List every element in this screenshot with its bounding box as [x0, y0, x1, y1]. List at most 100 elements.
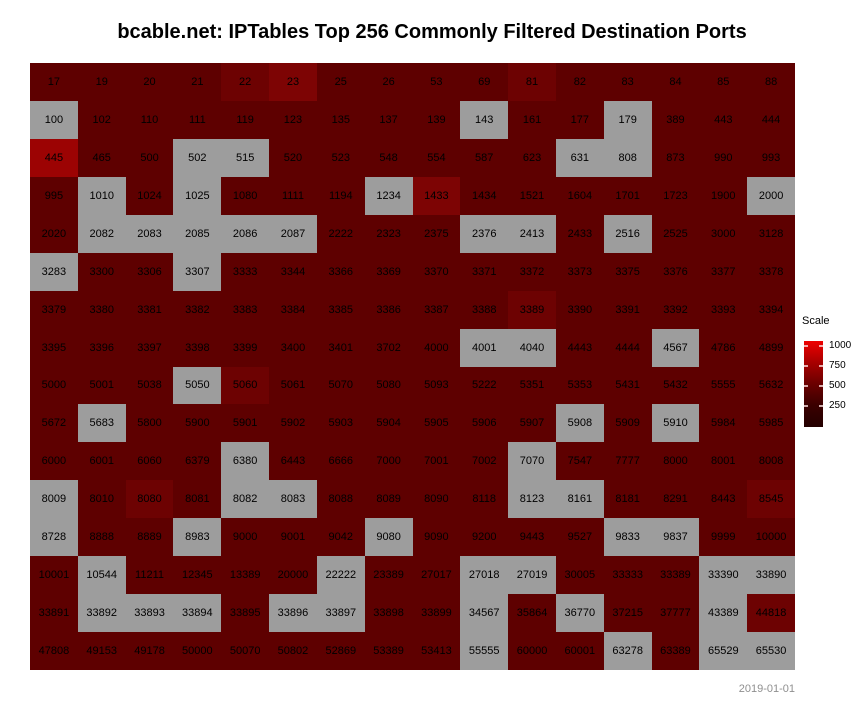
- port-cell: 50000: [173, 632, 222, 670]
- port-cell: 8888: [77, 518, 126, 557]
- port-cell: 3392: [651, 290, 700, 329]
- port-cell: 5683: [77, 404, 126, 443]
- port-cell: 7000: [364, 442, 413, 481]
- port-cell: 443: [699, 100, 748, 139]
- port-cell: 873: [651, 138, 700, 177]
- port-cell: 9090: [412, 518, 461, 557]
- port-cell: 3377: [699, 252, 748, 291]
- port-cell: 1111: [269, 176, 317, 215]
- port-cell: 12345: [173, 556, 222, 595]
- port-cell: 69: [460, 63, 509, 101]
- port-cell: 135: [316, 100, 365, 139]
- port-cell: 3378: [747, 252, 795, 291]
- date-label: 2019-01-01: [738, 683, 795, 695]
- port-cell: 9200: [460, 518, 509, 557]
- chart-title: bcable.net: IPTables Top 256 Commonly Fi…: [117, 21, 747, 43]
- port-cell: 63278: [603, 632, 652, 670]
- port-cell: 8545: [747, 480, 795, 519]
- port-cell: 8983: [173, 518, 222, 557]
- port-cell: 1194: [316, 176, 365, 215]
- port-cell: 33893: [125, 594, 174, 633]
- port-cell: 3385: [316, 290, 365, 329]
- port-cell: 3395: [30, 328, 78, 367]
- port-cell: 3384: [269, 290, 317, 329]
- legend-tick-mark: [819, 405, 823, 407]
- port-cell: 9837: [651, 518, 700, 557]
- port-cell: 3388: [460, 290, 509, 329]
- port-cell: 5904: [364, 404, 413, 443]
- port-cell: 83: [603, 63, 652, 101]
- port-cell: 33333: [603, 556, 652, 595]
- port-cell: 5800: [125, 404, 174, 443]
- port-cell: 444: [747, 100, 795, 139]
- port-cell: 3128: [747, 214, 795, 253]
- port-cell: 3333: [221, 252, 270, 291]
- port-cell: 7070: [508, 442, 556, 481]
- port-cell: 2376: [460, 214, 509, 253]
- port-cell: 111: [173, 100, 222, 139]
- port-cell: 3380: [77, 290, 126, 329]
- port-cell: 10001: [30, 556, 78, 595]
- port-cell: 35864: [508, 594, 556, 633]
- port-cell: 6001: [77, 442, 126, 481]
- port-cell: 139: [412, 100, 461, 139]
- port-cell: 177: [555, 100, 604, 139]
- port-cell: 9042: [316, 518, 365, 557]
- port-cell: 6666: [316, 442, 365, 481]
- legend-tick-label: 1000: [829, 340, 852, 351]
- port-cell: 8089: [364, 480, 413, 519]
- port-cell: 5353: [555, 366, 604, 405]
- port-cell: 47808: [30, 632, 78, 670]
- port-cell: 1434: [460, 176, 509, 215]
- port-cell: 5906: [460, 404, 509, 443]
- port-cell: 9527: [555, 518, 604, 557]
- port-cell: 53413: [412, 632, 461, 670]
- port-cell: 7547: [555, 442, 604, 481]
- port-cell: 3401: [316, 328, 365, 367]
- port-cell: 8081: [173, 480, 222, 519]
- port-cell: 5903: [316, 404, 365, 443]
- port-cell: 8088: [316, 480, 365, 519]
- port-cell: 1604: [555, 176, 604, 215]
- port-cell: 3382: [173, 290, 222, 329]
- port-cell: 1433: [412, 176, 461, 215]
- port-cell: 26: [364, 63, 413, 101]
- port-cell: 34567: [460, 594, 509, 633]
- port-cell: 22222: [316, 556, 365, 595]
- port-cell: 3386: [364, 290, 413, 329]
- port-cell: 808: [603, 138, 652, 177]
- port-cell: 7001: [412, 442, 461, 481]
- port-cell: 65529: [699, 632, 748, 670]
- port-cell: 3399: [221, 328, 270, 367]
- port-cell: 21: [173, 63, 222, 101]
- port-cell: 554: [412, 138, 461, 177]
- port-cell: 3344: [269, 252, 317, 291]
- port-cell: 623: [508, 138, 556, 177]
- port-cell: 8083: [269, 480, 317, 519]
- port-cell: 5432: [651, 366, 700, 405]
- port-cell: 3393: [699, 290, 748, 329]
- port-cell: 3369: [364, 252, 413, 291]
- port-cell: 631: [555, 138, 604, 177]
- port-cell: 50802: [269, 632, 317, 670]
- port-cell: 88: [747, 63, 795, 101]
- port-cell: 3300: [77, 252, 126, 291]
- port-cell: 990: [699, 138, 748, 177]
- port-cell: 7777: [603, 442, 652, 481]
- port-cell: 3375: [603, 252, 652, 291]
- port-cell: 3398: [173, 328, 222, 367]
- port-cell: 179: [603, 100, 652, 139]
- port-cell: 37215: [603, 594, 652, 633]
- port-cell: 119: [221, 100, 270, 139]
- port-cell: 8090: [412, 480, 461, 519]
- port-cell: 500: [125, 138, 174, 177]
- port-cell: 6380: [221, 442, 270, 481]
- port-cell: 2020: [30, 214, 78, 253]
- port-cell: 110: [125, 100, 174, 139]
- port-cell: 3370: [412, 252, 461, 291]
- port-cell: 3366: [316, 252, 365, 291]
- port-cell: 3394: [747, 290, 795, 329]
- port-cell: 30005: [555, 556, 604, 595]
- port-cell: 2222: [316, 214, 365, 253]
- legend-tick-mark: [804, 345, 808, 347]
